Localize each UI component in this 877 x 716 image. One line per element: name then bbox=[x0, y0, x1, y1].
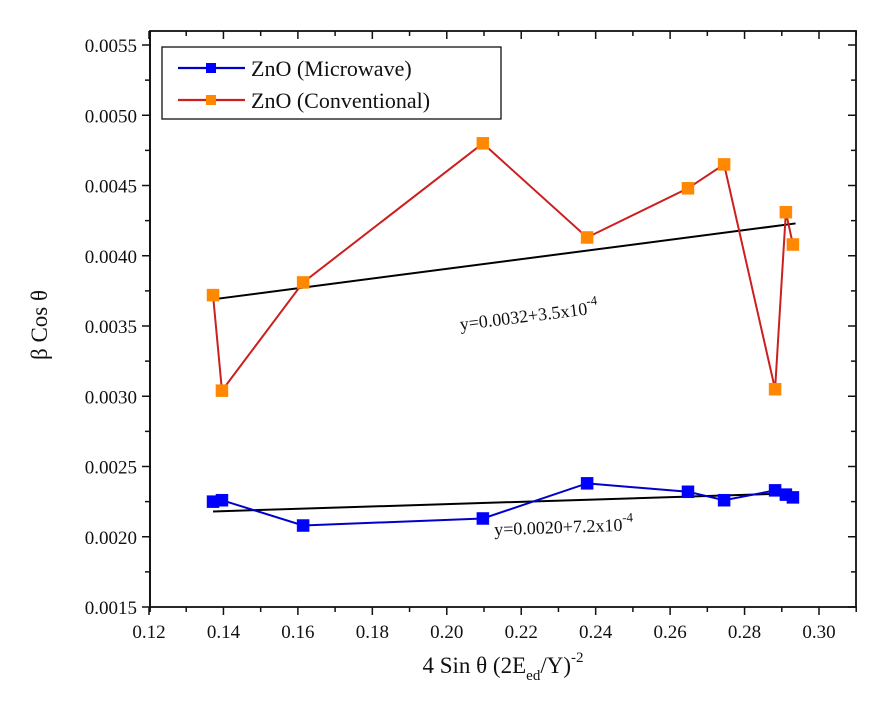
data-point bbox=[786, 238, 800, 251]
x-axis-title-sub: ed bbox=[526, 668, 541, 684]
y-tick-label: 0.0015 bbox=[85, 598, 137, 619]
data-point bbox=[206, 288, 220, 302]
fit-lines: y=0.0032+3.5x10-4y=0.0020+7.2x10-4 bbox=[212, 222, 796, 539]
data-point bbox=[476, 137, 490, 150]
data-point bbox=[717, 158, 731, 171]
series-microwave bbox=[206, 477, 800, 532]
legend-marker-microwave bbox=[206, 63, 216, 73]
y-tick-label: 0.0025 bbox=[85, 458, 137, 479]
fit-line bbox=[212, 222, 796, 301]
fit-equation-label: y=0.0032+3.5x10-4 bbox=[458, 292, 600, 334]
legend-label-conventional: ZnO (Conventional) bbox=[251, 88, 430, 113]
x-tick-label: 0.18 bbox=[356, 622, 389, 643]
y-axis-title-text: β Cos θ bbox=[27, 290, 52, 360]
x-tick-label: 0.26 bbox=[653, 622, 686, 643]
x-axis-title-sup: -2 bbox=[571, 650, 584, 666]
fit-equation-label: y=0.0020+7.2x10-4 bbox=[494, 509, 634, 539]
data-point bbox=[768, 382, 782, 396]
x-axis-title-main: 4 Sin θ (2E bbox=[422, 653, 526, 678]
series-conventional bbox=[206, 137, 800, 397]
y-tick-label: 0.0020 bbox=[85, 528, 137, 549]
series bbox=[206, 137, 800, 532]
axes: 0.12 0.14 0.16 0.18 0.20 0.22 0.24 0.26 0.28 0.30… bbox=[85, 30, 857, 643]
data-point bbox=[768, 484, 782, 497]
y-tick-label: 0.0050 bbox=[85, 106, 137, 127]
data-point bbox=[296, 519, 310, 532]
data-point bbox=[580, 231, 594, 244]
x-tick-label: 0.28 bbox=[728, 622, 761, 643]
x-tick-label: 0.16 bbox=[281, 622, 314, 643]
legend: ZnO (Microwave) ZnO (Conventional) bbox=[161, 46, 502, 120]
data-point bbox=[681, 182, 695, 195]
data-point bbox=[779, 205, 793, 219]
fit-equation-text: y=0.0020+7.2x10 bbox=[494, 515, 623, 539]
y-tick-label: 0.0030 bbox=[85, 387, 137, 408]
x-tick-label: 0.12 bbox=[132, 622, 165, 643]
y-tick-label: 0.0040 bbox=[85, 247, 137, 268]
x-tick-label: 0.30 bbox=[802, 622, 835, 643]
x-axis-title: 4 Sin θ (2Eed/Y)-2 bbox=[422, 650, 583, 684]
data-point bbox=[215, 493, 229, 507]
x-tick-label: 0.20 bbox=[430, 622, 463, 643]
data-point bbox=[580, 477, 594, 490]
fit-equation-exponent: -4 bbox=[585, 292, 598, 308]
y-axis-title: β Cos θ bbox=[27, 290, 52, 360]
x-axis-title-after: /Y) bbox=[540, 653, 571, 678]
fit-equation-exponent: -4 bbox=[622, 509, 634, 524]
legend-item-conventional: ZnO (Conventional) bbox=[178, 88, 430, 113]
y-tick-label: 0.0055 bbox=[85, 36, 137, 57]
data-point bbox=[476, 512, 490, 525]
data-point bbox=[215, 384, 229, 397]
legend-label-microwave: ZnO (Microwave) bbox=[251, 56, 412, 81]
data-point bbox=[296, 276, 310, 289]
data-point bbox=[786, 491, 800, 504]
x-tick-label: 0.14 bbox=[207, 622, 241, 643]
data-point bbox=[717, 493, 731, 507]
legend-marker-conventional bbox=[206, 95, 216, 105]
x-tick-label: 0.22 bbox=[505, 622, 538, 643]
y-tick-label: 0.0035 bbox=[85, 317, 137, 338]
fit-equation-text: y=0.0032+3.5x10 bbox=[459, 299, 589, 334]
x-tick-label: 0.24 bbox=[579, 622, 613, 643]
fit-line bbox=[212, 492, 796, 513]
y-tick-label: 0.0045 bbox=[85, 177, 137, 198]
data-point bbox=[681, 485, 695, 499]
legend-box bbox=[161, 46, 502, 120]
series-line bbox=[212, 142, 794, 394]
legend-item-microwave: ZnO (Microwave) bbox=[178, 56, 412, 81]
